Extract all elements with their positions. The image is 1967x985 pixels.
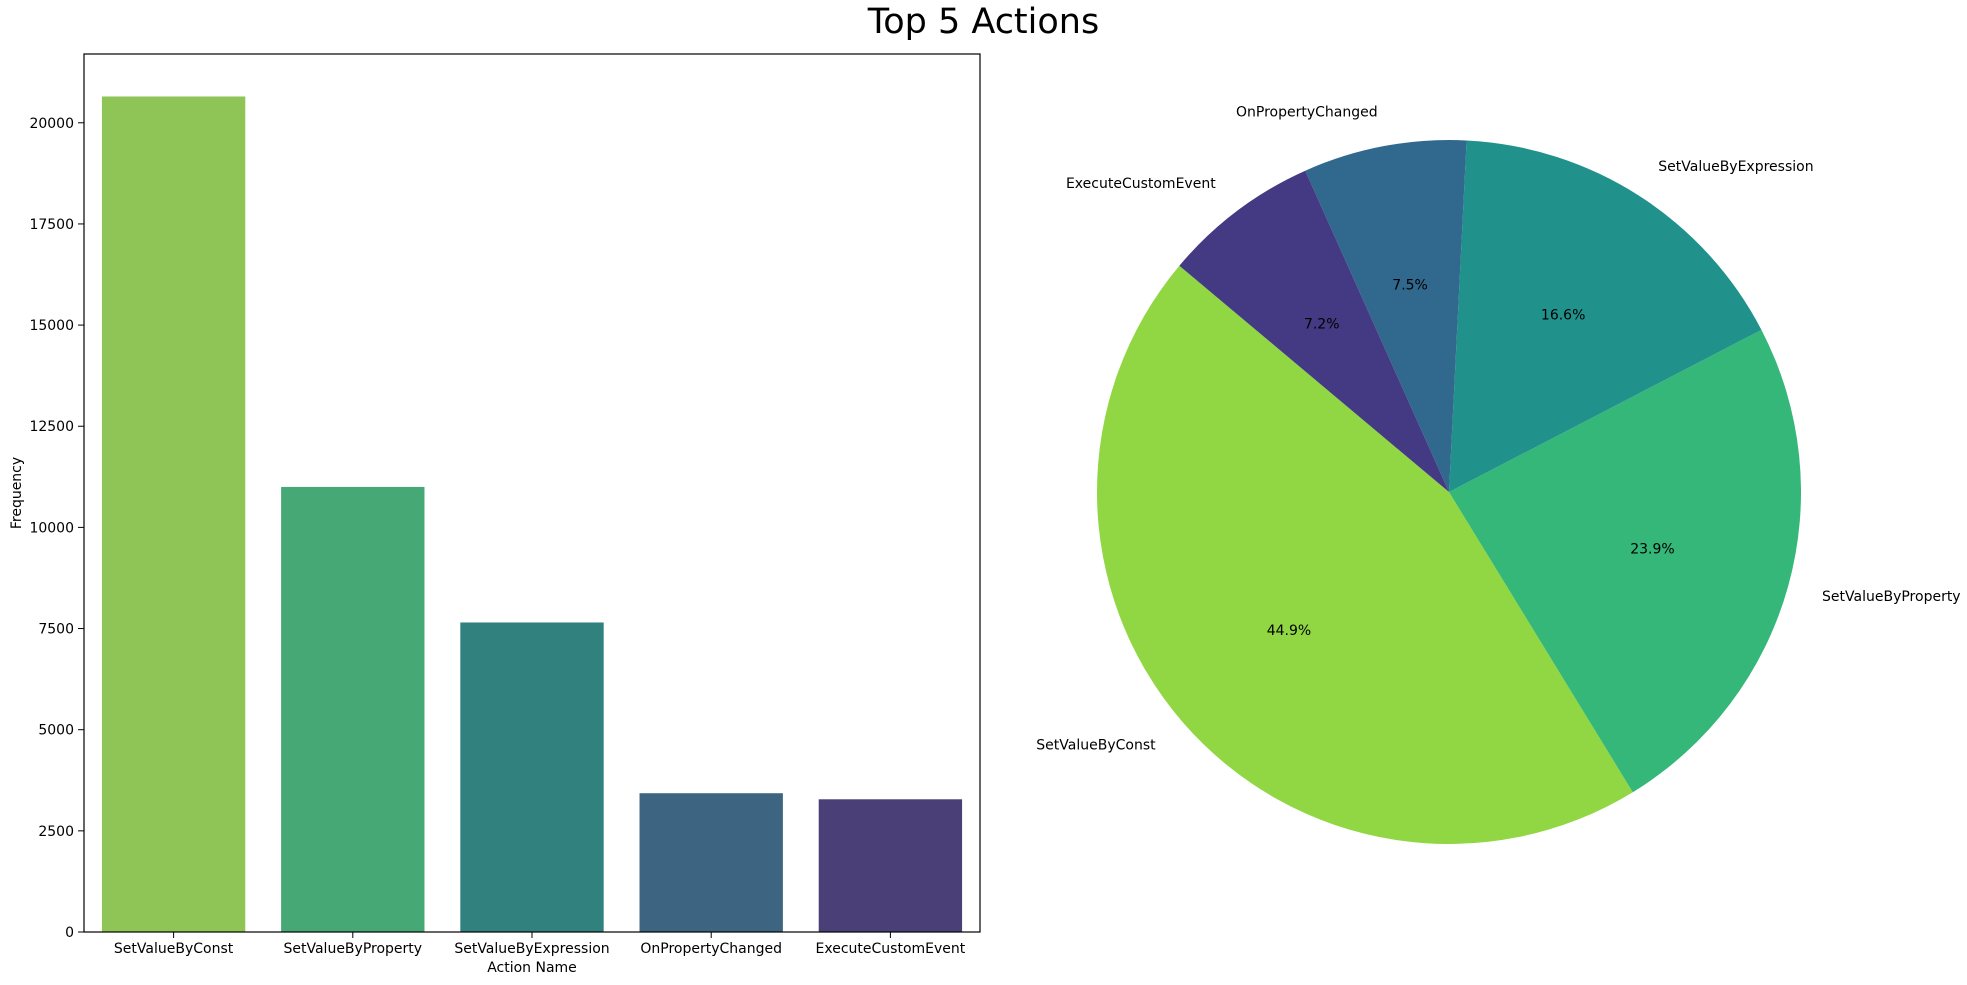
pie-slice-set-value-by-expression: [1449, 140, 1762, 493]
pie-percent-label: 44.9%: [1267, 623, 1311, 639]
x-tick-label: SetValueByExpression: [454, 941, 609, 957]
bar-set-value-by-expression: [460, 622, 604, 932]
bar-set-value-by-property: [281, 486, 425, 932]
y-tick-label: 5000: [38, 723, 74, 739]
pie-percent-label: 7.2%: [1304, 316, 1340, 332]
bar-on-property-changed: [639, 793, 783, 932]
bar-chart-panel: 0 2500 5000 7500 10000 12500 15000 17500 20000 S…: [9, 53, 981, 976]
pie-chart-panel: 44.9% SetValueByConst 23.9% SetValueByPrope…: [1036, 104, 1961, 844]
bar-marks: [101, 96, 963, 932]
x-tick-label: SetValueByProperty: [284, 941, 423, 957]
y-tick-label: 10000: [29, 520, 74, 536]
pie-category-label: OnPropertyChanged: [1236, 104, 1378, 120]
x-tick-label: ExecuteCustomEvent: [816, 941, 966, 957]
bar-y-axis-label: Frequency: [9, 457, 25, 529]
pie-category-label: ExecuteCustomEvent: [1066, 176, 1216, 192]
bar-x-axis: SetValueByConst SetValueByProperty SetValu…: [114, 932, 966, 957]
x-tick-label: SetValueByConst: [114, 941, 234, 957]
pie-labels: 44.9% SetValueByConst 23.9% SetValueByPrope…: [1036, 104, 1960, 753]
pie-category-label: SetValueByExpression: [1658, 159, 1813, 175]
bar-x-axis-label: Action Name: [487, 960, 577, 976]
y-tick-label: 12500: [29, 419, 74, 435]
pie-percent-label: 7.5%: [1392, 277, 1428, 293]
figure-title: Top 5 Actions: [867, 2, 1100, 42]
y-tick-label: 2500: [38, 824, 74, 840]
y-tick-label: 0: [65, 925, 74, 941]
pie-slices: [1097, 140, 1802, 844]
pie-slice-set-value-by-property: [1449, 329, 1802, 793]
pie-percent-label: 16.6%: [1541, 307, 1585, 323]
bar-execute-custom-event: [818, 799, 963, 932]
pie-percent-label: 23.9%: [1630, 542, 1674, 558]
y-tick-label: 17500: [29, 217, 74, 233]
pie-slice-set-value-by-const: [1097, 265, 1633, 844]
pie-slice-execute-custom-event: [1179, 170, 1449, 493]
bar-set-value-by-const: [101, 96, 246, 932]
bar-y-axis: 0 2500 5000 7500 10000 12500 15000 17500 20000: [29, 116, 84, 941]
y-tick-label: 20000: [29, 116, 74, 132]
pie-slice-on-property-changed: [1305, 140, 1467, 492]
y-tick-label: 7500: [38, 622, 74, 638]
pie-category-label: SetValueByProperty: [1822, 589, 1961, 605]
x-tick-label: OnPropertyChanged: [640, 941, 782, 957]
pie-category-label: SetValueByConst: [1036, 738, 1156, 754]
y-tick-label: 15000: [29, 318, 74, 334]
